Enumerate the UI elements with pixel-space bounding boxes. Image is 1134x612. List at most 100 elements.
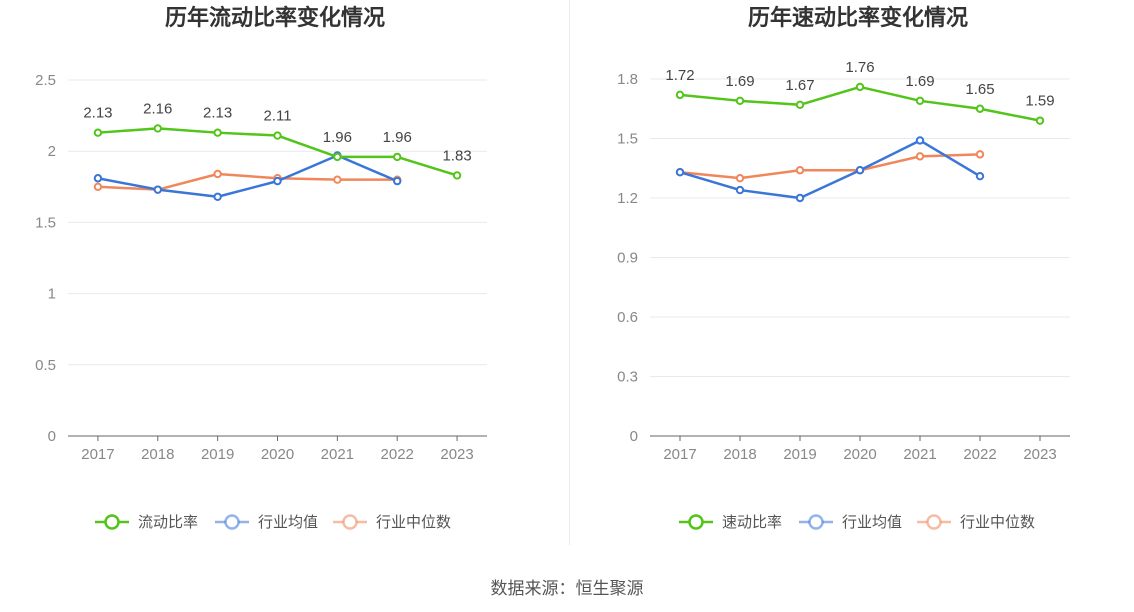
data-label: 1.59 <box>1025 93 1054 110</box>
series-line-median <box>97 172 398 191</box>
data-point-primary <box>1035 116 1045 125</box>
data-point-avg <box>675 168 685 177</box>
y-tick-label: 2 <box>48 143 56 160</box>
y-tick-label: 1.2 <box>617 190 638 207</box>
data-source-note: 数据来源：恒生聚源 <box>490 579 644 598</box>
legend-item-primary[interactable]: 流动比率 <box>95 514 198 531</box>
data-label: 2.16 <box>143 100 172 117</box>
y-tick-label: 2.5 <box>35 72 56 89</box>
series-line-avg <box>97 154 398 199</box>
data-point-primary <box>855 82 865 92</box>
data-point-avg <box>735 185 745 195</box>
legend-label: 行业均值 <box>842 514 902 531</box>
y-tick-label: 0.5 <box>35 357 56 374</box>
data-label: 2.11 <box>263 108 291 125</box>
data-point-median <box>975 150 985 159</box>
x-tick-label: 2021 <box>903 446 936 463</box>
x-tick-label: 2020 <box>261 446 294 463</box>
data-point-avg <box>975 171 985 181</box>
data-point-avg <box>795 193 805 203</box>
x-tick-label: 2023 <box>440 446 473 463</box>
data-label: 2.13 <box>83 105 112 122</box>
data-label: 1.67 <box>785 77 814 94</box>
x-tick-label: 2018 <box>723 446 756 463</box>
data-label: 2.13 <box>203 105 232 122</box>
x-tick-label: 2022 <box>381 446 414 463</box>
legend-marker <box>104 514 120 530</box>
x-tick-label: 2022 <box>963 446 996 463</box>
legend-marker <box>688 514 704 530</box>
data-label: 1.96 <box>383 129 412 146</box>
data-point-median <box>93 182 103 192</box>
x-tick-label: 2018 <box>141 446 174 463</box>
data-label: 1.76 <box>845 59 874 76</box>
x-tick-label: 2019 <box>783 446 816 463</box>
legend-marker <box>808 514 824 530</box>
legend-item-median[interactable]: 行业中位数 <box>333 514 451 531</box>
data-point-avg <box>855 166 865 175</box>
data-point-primary <box>273 131 282 140</box>
chart-title: 历年速动比率变化情况 <box>748 5 968 30</box>
legend-label: 流动比率 <box>138 514 198 531</box>
data-point-median <box>333 175 342 184</box>
data-point-primary <box>452 171 462 180</box>
data-point-primary <box>795 100 805 109</box>
data-point-primary <box>735 96 745 106</box>
y-tick-label: 0.3 <box>617 369 638 386</box>
legend-item-median[interactable]: 行业中位数 <box>917 514 1035 531</box>
x-tick-label: 2017 <box>81 446 114 463</box>
x-tick-label: 2017 <box>663 446 696 463</box>
data-point-primary <box>975 104 985 113</box>
y-tick-label: 0 <box>630 428 638 445</box>
data-point-avg <box>273 176 282 186</box>
data-point-primary <box>213 128 222 137</box>
x-tick-label: 2020 <box>843 446 876 463</box>
current-ratio-chart-panel: 历年流动比率变化情况 0 0.5 1 1.5 2 2.5 2017 2018 2019 2020 20… <box>0 0 568 560</box>
data-label: 1.69 <box>905 73 934 90</box>
data-label: 1.65 <box>965 81 994 98</box>
legend-item-avg[interactable]: 行业均值 <box>215 514 318 531</box>
legend-label: 行业中位数 <box>376 514 451 531</box>
data-label: 1.72 <box>665 67 694 84</box>
data-point-avg <box>393 176 402 186</box>
data-point-primary <box>333 152 342 162</box>
legend-marker <box>342 514 358 530</box>
y-tick-label: 0.6 <box>617 309 638 326</box>
chart-title: 历年流动比率变化情况 <box>165 5 385 30</box>
legend-label: 速动比率 <box>722 514 782 531</box>
y-tick-label: 1.8 <box>617 71 638 88</box>
legend-marker <box>926 514 942 530</box>
data-point-median <box>795 166 805 175</box>
series-line-median <box>679 153 981 180</box>
data-point-avg <box>213 192 222 201</box>
quick-ratio-chart: 历年速动比率变化情况 0 0.3 0.6 0.9 1.2 1.5 1.8 2017 2018 201… <box>617 5 1070 531</box>
data-point-median <box>735 173 745 183</box>
data-point-primary <box>393 152 402 162</box>
x-tick-label: 2023 <box>1023 446 1056 463</box>
y-tick-label: 1 <box>48 286 56 303</box>
data-point-median <box>915 152 925 161</box>
legend-label: 行业中位数 <box>960 514 1035 531</box>
data-point-avg <box>915 136 925 145</box>
x-tick-label: 2019 <box>201 446 234 463</box>
y-tick-label: 0.9 <box>617 250 638 267</box>
y-tick-label: 1.5 <box>35 214 56 231</box>
data-point-primary <box>93 128 103 137</box>
data-label: 1.96 <box>323 129 352 146</box>
data-point-avg <box>153 185 162 194</box>
x-tick-label: 2021 <box>321 446 354 463</box>
data-label: 1.69 <box>725 73 754 90</box>
data-point-primary <box>153 124 162 133</box>
quick-ratio-chart-panel: 历年速动比率变化情况 0 0.3 0.6 0.9 1.2 1.5 1.8 2017 2018 201… <box>572 0 1134 560</box>
legend-label: 行业均值 <box>258 514 318 531</box>
data-point-median <box>213 169 222 179</box>
current-ratio-chart: 历年流动比率变化情况 0 0.5 1 1.5 2 2.5 2017 2018 2019 2020 20… <box>35 5 487 531</box>
legend-marker <box>224 514 240 530</box>
y-tick-label: 0 <box>48 428 56 445</box>
legend-item-avg[interactable]: 行业均值 <box>799 514 902 531</box>
data-label: 1.83 <box>442 147 471 164</box>
legend-item-primary[interactable]: 速动比率 <box>679 514 782 531</box>
data-point-primary <box>915 96 925 106</box>
panel-divider <box>569 0 570 545</box>
y-tick-label: 1.5 <box>617 131 638 148</box>
